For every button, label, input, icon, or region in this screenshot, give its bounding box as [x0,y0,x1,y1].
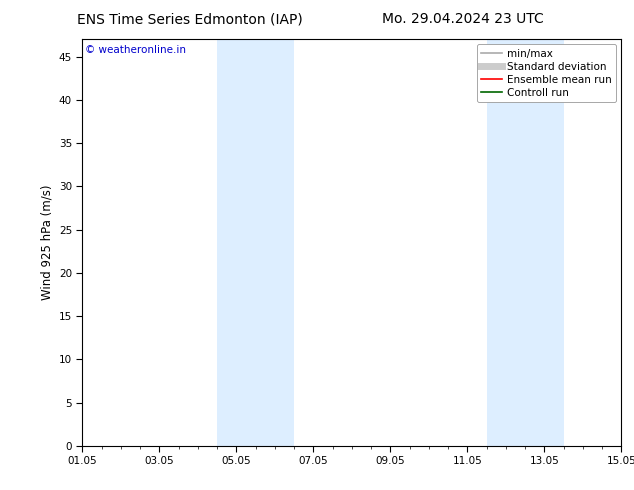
Bar [217,39,294,446]
Y-axis label: Wind 925 hPa (m/s): Wind 925 hPa (m/s) [40,185,53,300]
Text: © weatheronline.in: © weatheronline.in [85,45,186,55]
Text: Mo. 29.04.2024 23 UTC: Mo. 29.04.2024 23 UTC [382,12,544,26]
Legend: min/max, Standard deviation, Ensemble mean run, Controll run: min/max, Standard deviation, Ensemble me… [477,45,616,102]
Bar [487,39,564,446]
Text: ENS Time Series Edmonton (IAP): ENS Time Series Edmonton (IAP) [77,12,303,26]
